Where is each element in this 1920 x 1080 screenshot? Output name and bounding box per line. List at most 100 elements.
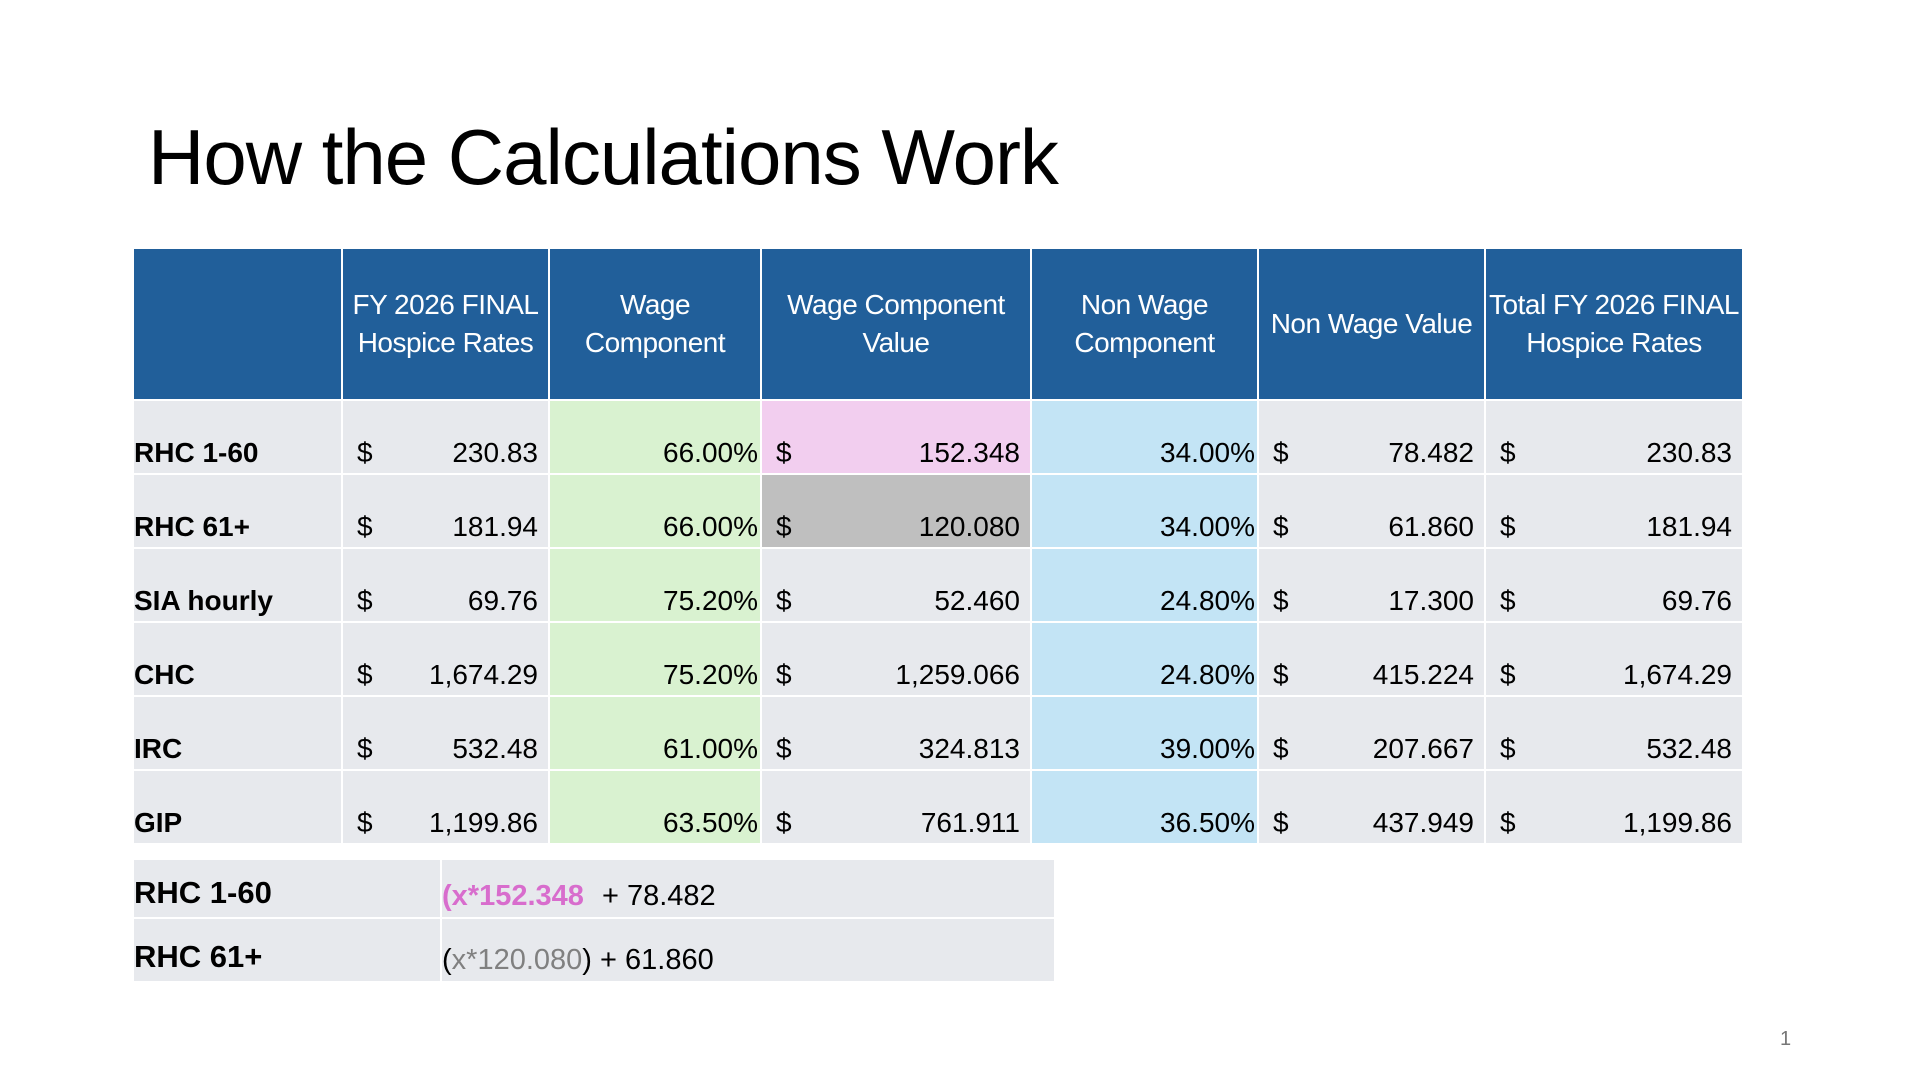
cell-value: 181.94 <box>1646 511 1732 542</box>
cell-value: 532.48 <box>1646 733 1732 764</box>
formula-open: ( <box>442 944 452 976</box>
cell-value: 415.224 <box>1372 659 1474 690</box>
currency-symbol: $ <box>776 585 792 616</box>
table-cell-nonwage-pct: 34.00% <box>1032 401 1257 473</box>
formula-expression: (x*120.080) + 61.860 <box>442 919 1054 981</box>
cell-value: 120.080 <box>918 511 1020 542</box>
row-label: RHC 61+ <box>134 475 341 547</box>
cell-value: 1,199.86 <box>429 807 538 838</box>
table-cell-nonwage-pct: 24.80% <box>1032 623 1257 695</box>
formula-label: RHC 61+ <box>134 919 440 981</box>
cell-value: 61.860 <box>1388 511 1474 542</box>
cell-value: 52.460 <box>934 585 1020 616</box>
currency-symbol: $ <box>357 807 373 838</box>
cell-value: 230.83 <box>452 437 538 468</box>
table-cell-nonwage-pct: 24.80% <box>1032 549 1257 621</box>
table-cell-nonwage_value: $17.300 <box>1259 549 1484 621</box>
table-cell-rate: $69.76 <box>343 549 548 621</box>
cell-value: 230.83 <box>1646 437 1732 468</box>
column-header: Total FY 2026 FINAL Hospice Rates <box>1486 249 1742 399</box>
table-cell-rate: $230.83 <box>343 401 548 473</box>
table-cell-wage-pct: 61.00% <box>550 697 760 769</box>
table-cell-rate: $532.48 <box>343 697 548 769</box>
currency-symbol: $ <box>776 807 792 838</box>
table-cell-nonwage-pct: 34.00% <box>1032 475 1257 547</box>
table-cell-wage-pct: 75.20% <box>550 549 760 621</box>
table-cell-nonwage_value: $415.224 <box>1259 623 1484 695</box>
formula-expression: (x*152.348 + 78.482 <box>442 860 1054 917</box>
slide-title: How the Calculations Work <box>148 113 1059 201</box>
formula-rest: + 78.482 <box>593 880 716 912</box>
cell-value: 324.813 <box>918 733 1020 764</box>
currency-symbol: $ <box>776 437 792 468</box>
column-header: Non Wage Component <box>1032 249 1257 399</box>
row-label: CHC <box>134 623 341 695</box>
currency-symbol: $ <box>1273 511 1289 542</box>
currency-symbol: $ <box>1500 511 1516 542</box>
table-cell-nonwage_value: $207.667 <box>1259 697 1484 769</box>
currency-symbol: $ <box>1273 585 1289 616</box>
cell-value: 1,199.86 <box>1623 807 1732 838</box>
row-label: SIA hourly <box>134 549 341 621</box>
column-header: Non Wage Value <box>1259 249 1484 399</box>
table-cell-nonwage_value: $437.949 <box>1259 771 1484 843</box>
cell-value: 1,674.29 <box>1623 659 1732 690</box>
table-cell-wage_value: $152.348 <box>762 401 1030 473</box>
column-header: Wage Component Value <box>762 249 1030 399</box>
table-cell-total: $532.48 <box>1486 697 1742 769</box>
formula-rest: + 61.860 <box>591 944 714 976</box>
table-cell-wage-pct: 66.00% <box>550 401 760 473</box>
table-cell-wage-pct: 75.20% <box>550 623 760 695</box>
table-cell-nonwage-pct: 39.00% <box>1032 697 1257 769</box>
currency-symbol: $ <box>1500 807 1516 838</box>
cell-value: 437.949 <box>1372 807 1474 838</box>
cell-value: 69.76 <box>467 585 538 616</box>
currency-symbol: $ <box>357 659 373 690</box>
table-cell-total: $69.76 <box>1486 549 1742 621</box>
currency-symbol: $ <box>1500 585 1516 616</box>
table-cell-rate: $181.94 <box>343 475 548 547</box>
rates-table: FY 2026 FINAL Hospice Rates Wage Componen… <box>134 249 1742 843</box>
currency-symbol: $ <box>776 659 792 690</box>
column-header: FY 2026 FINAL Hospice Rates <box>343 249 548 399</box>
formula-term: (x*152.348 <box>442 880 584 912</box>
table-cell-total: $1,674.29 <box>1486 623 1742 695</box>
table-cell-nonwage_value: $61.860 <box>1259 475 1484 547</box>
cell-value: 532.48 <box>452 733 538 764</box>
currency-symbol: $ <box>776 511 792 542</box>
currency-symbol: $ <box>1273 733 1289 764</box>
currency-symbol: $ <box>1500 437 1516 468</box>
currency-symbol: $ <box>1500 659 1516 690</box>
cell-value: 152.348 <box>918 437 1020 468</box>
table-cell-rate: $1,674.29 <box>343 623 548 695</box>
table-cell-wage-pct: 66.00% <box>550 475 760 547</box>
cell-value: 17.300 <box>1388 585 1474 616</box>
table-cell-rate: $1,199.86 <box>343 771 548 843</box>
currency-symbol: $ <box>1273 437 1289 468</box>
row-label: IRC <box>134 697 341 769</box>
column-header: Wage Component <box>550 249 760 399</box>
table-cell-wage_value: $52.460 <box>762 549 1030 621</box>
cell-value: 207.667 <box>1372 733 1474 764</box>
table-cell-nonwage_value: $78.482 <box>1259 401 1484 473</box>
cell-value: 761.911 <box>920 807 1020 838</box>
currency-symbol: $ <box>1500 733 1516 764</box>
cell-value: 69.76 <box>1661 585 1732 616</box>
cell-value: 1,259.066 <box>895 659 1020 690</box>
formula-table: RHC 1-60 (x*152.348 + 78.482 RHC 61+(x*120… <box>134 860 1054 981</box>
currency-symbol: $ <box>1273 659 1289 690</box>
formula-label: RHC 1-60 <box>134 860 440 917</box>
table-cell-total: $230.83 <box>1486 401 1742 473</box>
currency-symbol: $ <box>357 437 373 468</box>
table-cell-total: $181.94 <box>1486 475 1742 547</box>
currency-symbol: $ <box>1273 807 1289 838</box>
currency-symbol: $ <box>357 511 373 542</box>
row-label: RHC 1-60 <box>134 401 341 473</box>
cell-value: 1,674.29 <box>429 659 538 690</box>
row-label: GIP <box>134 771 341 843</box>
currency-symbol: $ <box>357 733 373 764</box>
formula-term: x*120.080 <box>451 944 583 976</box>
column-header <box>134 249 341 399</box>
table-cell-wage_value: $120.080 <box>762 475 1030 547</box>
table-cell-wage_value: $761.911 <box>762 771 1030 843</box>
